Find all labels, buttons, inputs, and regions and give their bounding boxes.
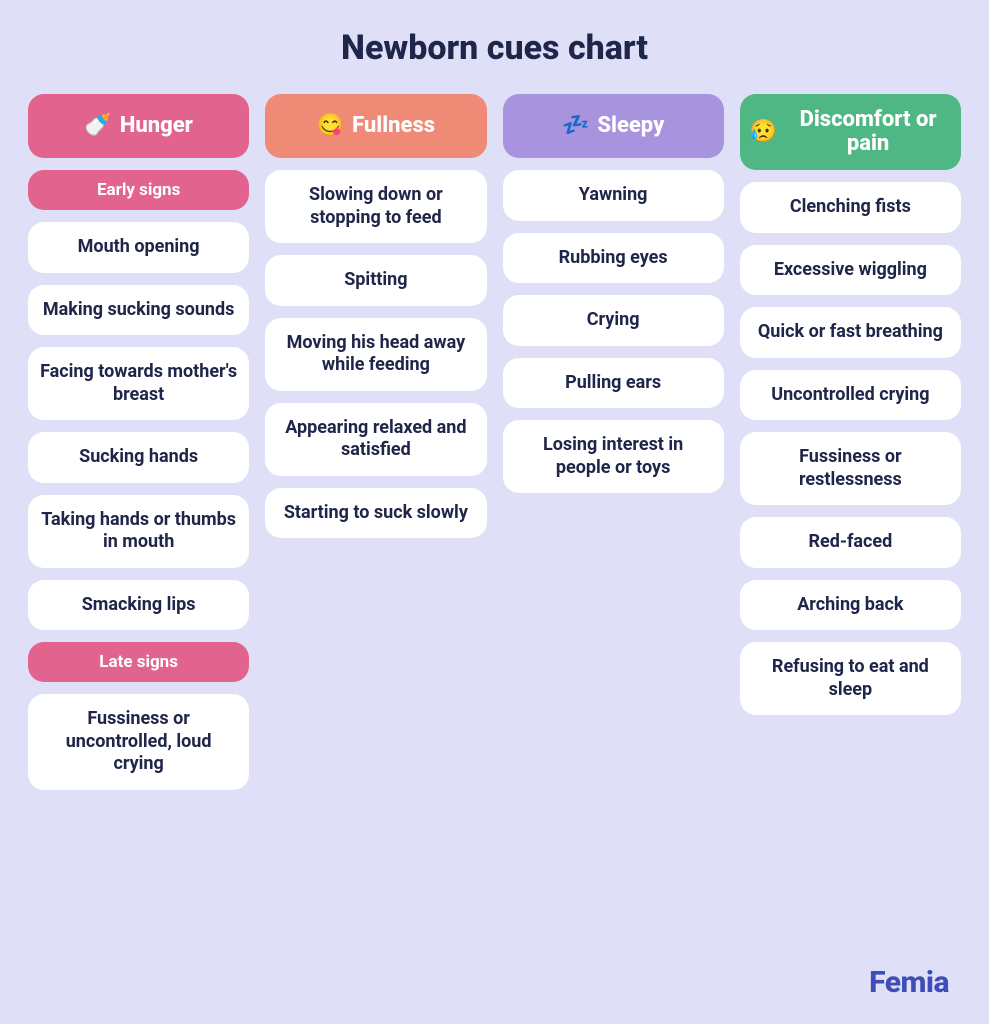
sleepy-icon: 💤 (562, 115, 589, 137)
cue-item: Slowing down or stopping to feed (265, 170, 486, 243)
cue-item: Crying (503, 295, 724, 346)
page-title: Newborn cues chart (28, 28, 961, 68)
cue-item: Arching back (740, 580, 961, 631)
cue-item: Refusing to eat and sleep (740, 642, 961, 715)
cue-item: Yawning (503, 170, 724, 221)
cue-item: Clenching fists (740, 182, 961, 233)
cue-item: Losing interest in people or toys (503, 420, 724, 493)
column-sleepy: 💤 Sleepy Yawning Rubbing eyes Crying Pulling … (503, 94, 724, 790)
brand-logo: Femia (869, 965, 949, 1000)
cue-item: Starting to suck slowly (265, 488, 486, 539)
columns-container: 🍼 Hunger Early signs Mouth opening Making su… (28, 94, 961, 790)
cue-item: Moving his head away while feeding (265, 318, 486, 391)
cue-item: Sucking hands (28, 432, 249, 483)
cue-item: Smacking lips (28, 580, 249, 631)
cue-item: Taking hands or thumbs in mouth (28, 495, 249, 568)
column-fullness: 😋 Fullness Slowing down or stopping to fee… (265, 94, 486, 790)
subheader-hunger-1: Late signs (28, 642, 249, 682)
cue-item: Appearing relaxed and satisfied (265, 403, 486, 476)
column-header-label: Discomfort or pain (785, 108, 951, 156)
column-header-discomfort: 😥 Discomfort or pain (740, 94, 961, 170)
cue-item: Mouth opening (28, 222, 249, 273)
cue-item: Fussiness or uncontrolled, loud crying (28, 694, 249, 790)
cue-item: Excessive wiggling (740, 245, 961, 296)
cue-item: Making sucking sounds (28, 285, 249, 336)
cue-item: Facing towards mother's breast (28, 347, 249, 420)
cue-item: Uncontrolled crying (740, 370, 961, 421)
cue-item: Red-faced (740, 517, 961, 568)
discomfort-icon: 😥 (750, 121, 777, 143)
fullness-icon: 😋 (317, 115, 344, 137)
cue-item: Quick or fast breathing (740, 307, 961, 358)
cue-item: Rubbing eyes (503, 233, 724, 284)
column-discomfort: 😥 Discomfort or pain Clenching fists Excess… (740, 94, 961, 790)
column-header-sleepy: 💤 Sleepy (503, 94, 724, 158)
hunger-icon: 🍼 (84, 115, 111, 137)
column-header-label: Sleepy (597, 114, 664, 138)
cue-item: Pulling ears (503, 358, 724, 409)
column-hunger: 🍼 Hunger Early signs Mouth opening Making su… (28, 94, 249, 790)
column-header-label: Hunger (120, 114, 193, 138)
subheader-hunger-0: Early signs (28, 170, 249, 210)
infographic-canvas: Newborn cues chart 🍼 Hunger Early signs Mou… (0, 0, 989, 1024)
column-header-label: Fullness (352, 114, 435, 138)
column-header-fullness: 😋 Fullness (265, 94, 486, 158)
cue-item: Spitting (265, 255, 486, 306)
column-header-hunger: 🍼 Hunger (28, 94, 249, 158)
cue-item: Fussiness or restlessness (740, 432, 961, 505)
